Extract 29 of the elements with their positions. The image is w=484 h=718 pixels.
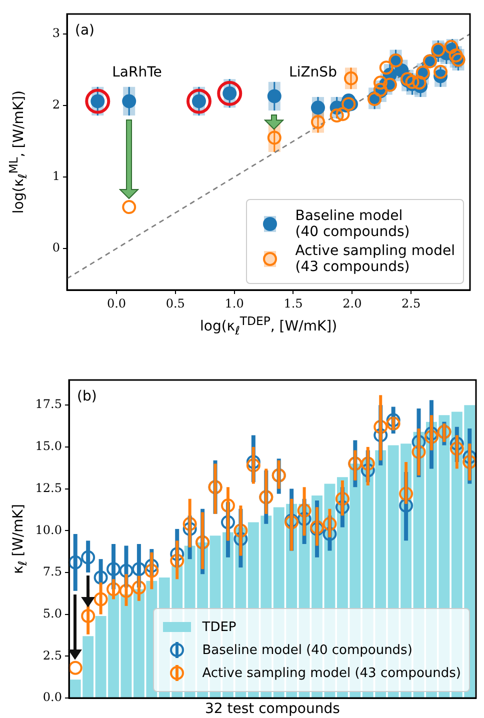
legend-label: Active sampling model (43 compounds) [202,666,461,680]
y-tick-label: 15.0 [35,439,62,454]
y-tick-label: 0.0 [42,690,62,704]
annotation: (b) [77,388,97,405]
y-tick-label: 0 [52,240,60,255]
y-tick-label: 7.5 [42,564,62,579]
x-tick-label: 2.0 [342,296,362,310]
x-tick-label: 1.0 [224,296,244,310]
legend-label: Baseline model (40 compounds) [295,208,410,240]
y-tick-label: 2 [52,98,60,112]
legend-label: TDEP [202,620,236,634]
y-tick-label: 3 [52,26,60,40]
x-tick-label: 2.5 [402,296,421,310]
y-tick-label: 5.0 [42,606,62,620]
x-axis-title: log(κ$_{ℓ}$$^{TDEP}$, [W/mK]) [200,314,338,338]
x-tick-label: 1.5 [284,296,303,310]
y-tick-label: 2.5 [42,648,62,662]
annotation: (a) [75,22,95,39]
legend-label: Active sampling model (43 compounds) [295,243,455,275]
annotation: LiZnSb [289,64,338,81]
legend-label: Baseline model (40 compounds) [202,642,412,658]
x-axis-title: 32 test compounds [205,701,340,717]
annotation: LaRhTe [112,64,162,81]
y-tick-label: 17.5 [35,397,62,412]
x-tick-label: 0.5 [166,296,185,310]
y-tick-label: 10.0 [35,522,62,537]
y-tick-label: 12.5 [35,480,62,495]
x-tick-label: 0.0 [106,296,126,310]
y-tick-label: 1 [52,169,60,184]
